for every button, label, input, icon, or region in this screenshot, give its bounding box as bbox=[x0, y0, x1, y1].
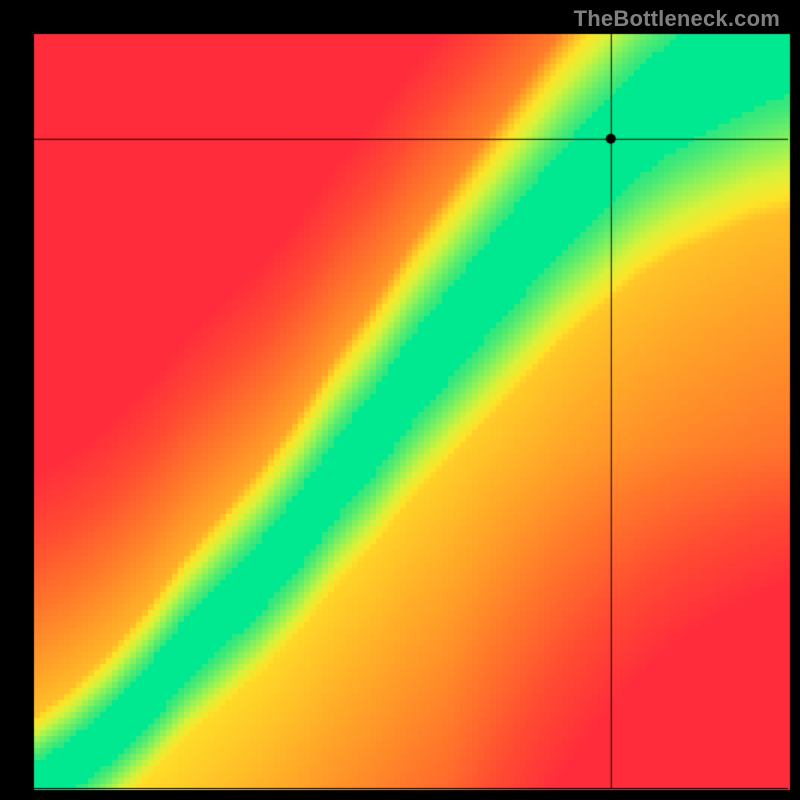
watermark-label: TheBottleneck.com bbox=[574, 6, 780, 32]
bottleneck-heatmap-canvas bbox=[0, 0, 800, 800]
